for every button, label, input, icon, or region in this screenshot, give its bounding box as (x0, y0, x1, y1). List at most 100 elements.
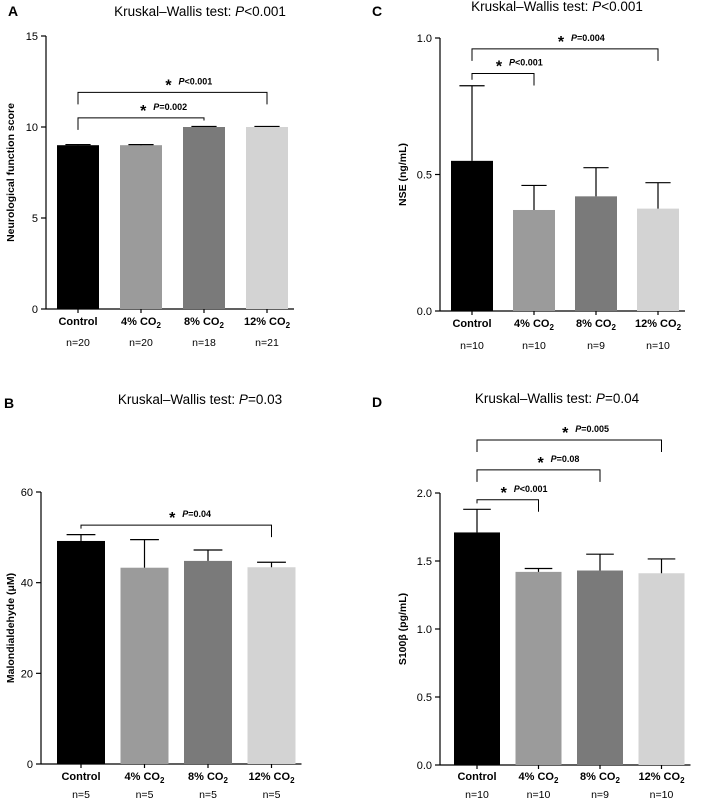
x-tick-label: 8% CO2 (580, 771, 620, 785)
n-label: n=20 (129, 337, 153, 349)
title-prefix: Kruskal–Wallis test: (118, 392, 239, 407)
p-value: <0.001 (520, 484, 548, 494)
category-subscript: 2 (680, 776, 685, 785)
category-subscript: 2 (290, 776, 295, 785)
category-subscript: 2 (612, 323, 617, 332)
chart-title: Kruskal–Wallis test: P=0.03 (118, 392, 282, 407)
p-italic: P (153, 102, 160, 112)
p-value: =0.04 (188, 509, 211, 519)
bar (183, 127, 225, 309)
title-suffix: =0.04 (605, 391, 640, 406)
significance-star: * (558, 34, 565, 51)
y-tick-label: 20 (21, 668, 33, 680)
category-text: 8% CO (580, 771, 616, 783)
panel-letter: C (372, 3, 382, 19)
p-value: =0.004 (577, 33, 605, 43)
y-tick-label: 0.0 (417, 306, 432, 318)
n-label: n=20 (66, 337, 90, 349)
bar (637, 208, 679, 311)
n-label: n=9 (591, 789, 609, 801)
significance-bracket (77, 91, 268, 105)
y-tick-label: 2.0 (417, 488, 432, 500)
category-text: 12% CO (248, 771, 290, 783)
n-label: n=21 (255, 337, 279, 349)
title-p: P (592, 0, 601, 14)
n-label: n=10 (465, 789, 489, 801)
x-tick-label: 4% CO2 (514, 318, 554, 332)
chart-title: Kruskal–Wallis test: P<0.001 (471, 0, 643, 14)
title-prefix: Kruskal–Wallis test: (471, 0, 592, 14)
category-text: Control (61, 771, 100, 783)
significance-bracket (77, 117, 205, 130)
p-value: =0.002 (159, 102, 187, 112)
y-axis-label: NSE (ng/mL) (397, 143, 409, 206)
x-tick-label: 4% CO2 (519, 771, 559, 785)
category-subscript: 2 (220, 321, 225, 330)
x-tick-label: 8% CO2 (184, 316, 224, 330)
y-tick-label: 0.5 (417, 692, 432, 704)
category-text: Control (457, 771, 496, 783)
y-tick-label: 1.0 (417, 624, 432, 636)
x-tick-label: 8% CO2 (576, 318, 616, 332)
y-axis-label: S100β (pg/mL) (397, 593, 409, 665)
panel-letter: A (8, 3, 18, 19)
y-axis-label: Malondialdehyde (μM) (5, 573, 17, 683)
y-tick-label: 15 (26, 31, 38, 43)
category-text: 4% CO (125, 771, 161, 783)
bar (515, 571, 562, 765)
title-prefix: Kruskal–Wallis test: (114, 4, 235, 19)
significance-bracket (80, 524, 272, 538)
x-tick-label: 12% CO2 (244, 316, 291, 330)
n-label: n=10 (646, 340, 670, 352)
category-subscript: 2 (224, 776, 229, 785)
p-value: <0.001 (185, 76, 213, 86)
p-value-label: P<0.001 (514, 484, 548, 494)
p-italic: P (571, 33, 578, 43)
bar (57, 540, 105, 764)
significance-bracket (476, 439, 662, 452)
category-subscript: 2 (286, 321, 291, 330)
chart-title: Kruskal–Wallis test: P=0.04 (475, 391, 640, 406)
y-tick-label: 1.0 (417, 33, 432, 45)
category-subscript: 2 (157, 321, 162, 330)
n-label: n=18 (192, 337, 216, 349)
n-label: n=10 (527, 789, 551, 801)
x-tick-label: Control (452, 318, 491, 330)
x-tick-label: 12% CO2 (635, 318, 682, 332)
category-subscript: 2 (554, 776, 559, 785)
category-text: 12% CO (244, 316, 286, 328)
x-tick-label: Control (457, 771, 496, 783)
y-tick-label: 0 (27, 759, 33, 771)
category-text: 8% CO (184, 316, 220, 328)
p-italic: P (514, 484, 521, 494)
bar (57, 145, 99, 309)
bar (120, 567, 169, 764)
significance-bracket (476, 499, 539, 512)
category-subscript: 2 (616, 776, 621, 785)
significance-star: * (169, 510, 176, 527)
n-label: n=5 (263, 789, 281, 801)
x-tick-label: 12% CO2 (638, 771, 685, 785)
y-tick-label: 0.0 (417, 760, 432, 772)
x-tick-label: 4% CO2 (125, 771, 165, 785)
bar (184, 560, 232, 764)
n-label: n=5 (72, 789, 90, 801)
category-text: 4% CO (514, 318, 550, 330)
significance-star: * (496, 58, 503, 75)
x-tick-label: 4% CO2 (121, 316, 161, 330)
n-label: n=5 (199, 789, 217, 801)
title-prefix: Kruskal–Wallis test: (475, 391, 596, 406)
significance-star: * (562, 425, 569, 442)
category-subscript: 2 (160, 776, 165, 785)
p-value-label: P<0.001 (509, 57, 543, 67)
y-tick-label: 10 (26, 122, 38, 134)
y-tick-label: 5 (32, 213, 38, 225)
n-label: n=10 (650, 789, 674, 801)
y-tick-label: 40 (21, 578, 33, 590)
p-value-label: P=0.04 (182, 509, 211, 519)
p-italic: P (575, 424, 582, 434)
title-p: P (596, 391, 605, 406)
significance-bracket (471, 48, 659, 61)
panel-letter: B (4, 395, 14, 411)
x-tick-label: 8% CO2 (188, 771, 228, 785)
